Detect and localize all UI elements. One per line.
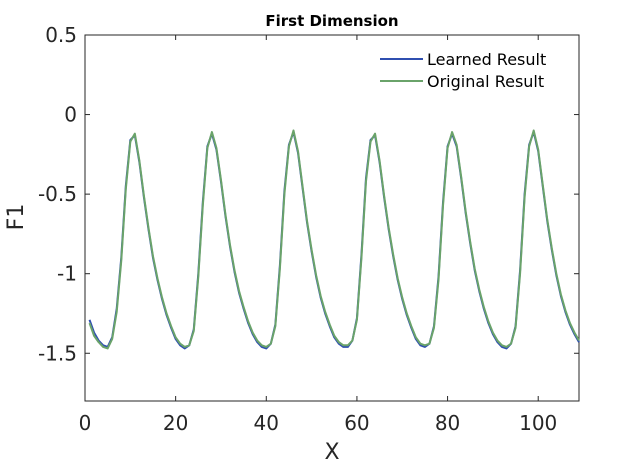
x-tick-label: 20 [163,411,188,435]
y-tick-label: -1.5 [38,341,77,365]
x-tick-label: 0 [79,411,92,435]
series-line-original-result [88,129,580,350]
series-layer [88,129,580,350]
y-tick-labels: 0.5 0 -0.5 -1 -1.5 [38,23,77,365]
y-tick-label: -1 [57,262,77,286]
chart-title: First Dimension [265,12,398,30]
legend-label-original-result: Original Result [427,72,544,91]
plot-area [84,34,580,402]
y-axis-label: F1 [4,204,29,231]
y-tick-label: -0.5 [38,182,77,206]
x-tick-label: 40 [254,411,279,435]
legend-label-learned-result: Learned Result [427,50,546,69]
x-axis-label: X [324,440,339,465]
x-tick-label: 80 [435,411,460,435]
series-line-learned-result [88,131,580,350]
legend: Learned Result Original Result [380,50,546,91]
x-tick-label: 100 [519,411,557,435]
tick-marks [84,34,579,401]
y-tick-label: 0 [64,103,77,127]
plot-frame [84,34,580,402]
x-tick-labels: 0 20 40 60 80 100 [79,411,558,435]
x-tick-label: 60 [344,411,369,435]
y-tick-label: 0.5 [45,23,77,47]
